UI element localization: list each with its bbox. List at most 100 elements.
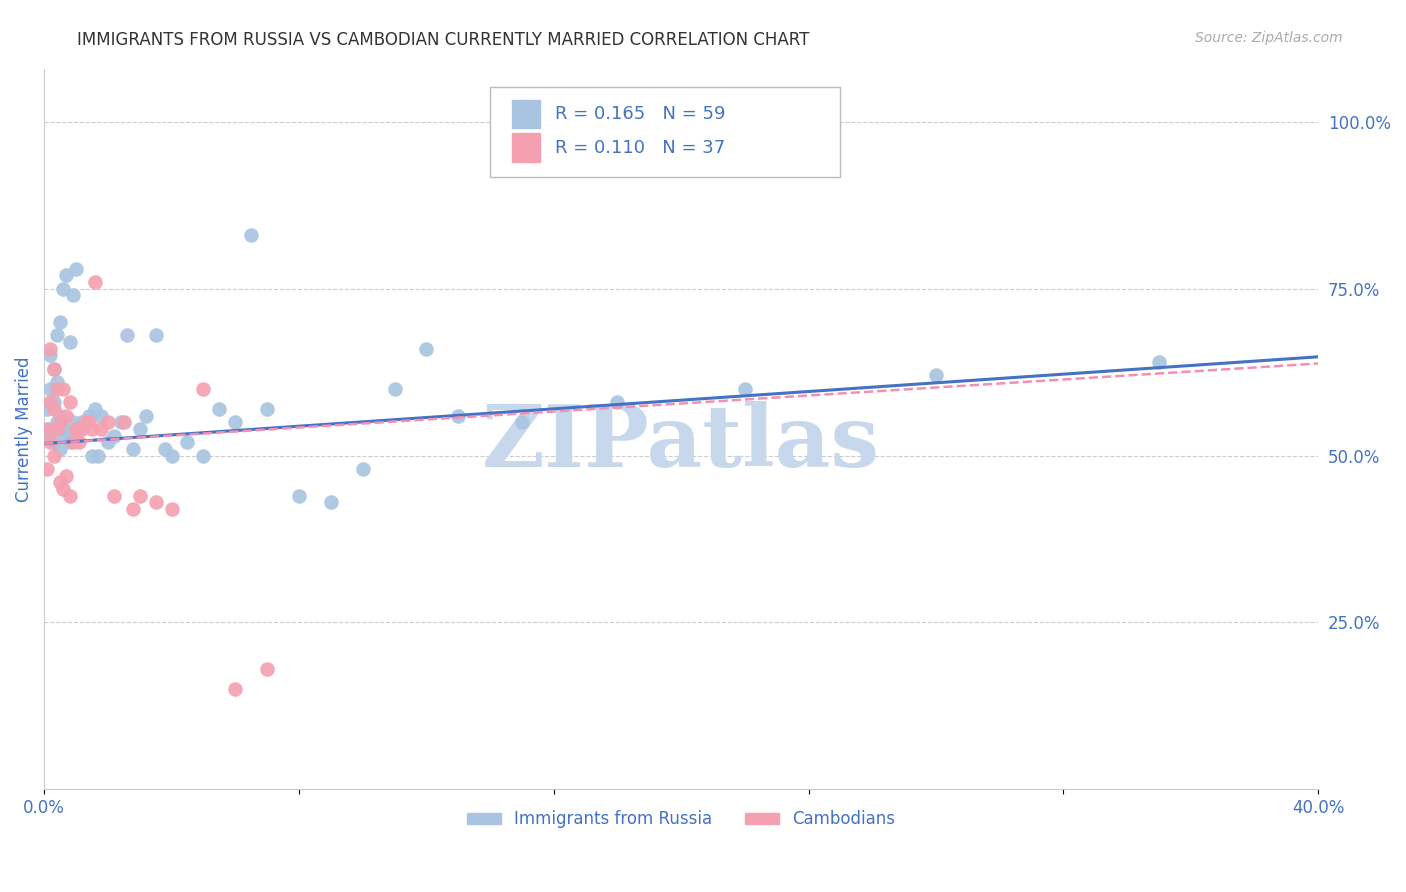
- Point: [84, 275, 107, 289]
- Point: [103, 428, 125, 442]
- Point: [122, 502, 145, 516]
- Point: [415, 342, 437, 356]
- Point: [734, 382, 756, 396]
- Point: [447, 409, 470, 423]
- FancyBboxPatch shape: [491, 87, 841, 177]
- Point: [128, 489, 150, 503]
- Point: [80, 422, 103, 436]
- Point: [67, 422, 90, 436]
- Point: [39, 435, 62, 450]
- Point: [240, 228, 263, 243]
- Point: [55, 268, 77, 283]
- Point: [45, 382, 67, 396]
- Point: [55, 468, 77, 483]
- Point: [52, 422, 75, 436]
- Point: [319, 495, 342, 509]
- Point: [39, 382, 62, 396]
- Text: R = 0.110   N = 37: R = 0.110 N = 37: [555, 139, 725, 157]
- Point: [384, 382, 406, 396]
- Point: [45, 328, 67, 343]
- Point: [193, 382, 215, 396]
- Point: [65, 422, 87, 436]
- Point: [65, 422, 87, 436]
- Point: [80, 449, 103, 463]
- Point: [224, 682, 246, 697]
- Text: ZIPatlas: ZIPatlas: [482, 401, 880, 485]
- Point: [256, 401, 278, 416]
- Point: [256, 662, 278, 676]
- FancyBboxPatch shape: [512, 134, 540, 162]
- Point: [103, 489, 125, 503]
- Point: [45, 415, 67, 429]
- Point: [42, 361, 65, 376]
- Point: [52, 482, 75, 496]
- Legend: Immigrants from Russia, Cambodians: Immigrants from Russia, Cambodians: [461, 804, 901, 835]
- Point: [39, 349, 62, 363]
- Point: [84, 401, 107, 416]
- Point: [49, 409, 72, 423]
- Text: R = 0.165   N = 59: R = 0.165 N = 59: [555, 105, 725, 123]
- Point: [52, 382, 75, 396]
- Point: [72, 415, 94, 429]
- Point: [39, 342, 62, 356]
- Point: [55, 428, 77, 442]
- Point: [37, 462, 59, 476]
- Point: [352, 462, 374, 476]
- Point: [90, 422, 112, 436]
- Point: [193, 449, 215, 463]
- Point: [90, 409, 112, 423]
- Point: [49, 415, 72, 429]
- Point: [97, 415, 120, 429]
- Point: [45, 422, 67, 436]
- Point: [62, 288, 84, 302]
- Point: [62, 415, 84, 429]
- Point: [160, 449, 183, 463]
- Text: IMMIGRANTS FROM RUSSIA VS CAMBODIAN CURRENTLY MARRIED CORRELATION CHART: IMMIGRANTS FROM RUSSIA VS CAMBODIAN CURR…: [77, 31, 810, 49]
- Point: [135, 409, 157, 423]
- Point: [62, 435, 84, 450]
- Point: [45, 375, 67, 389]
- Point: [224, 415, 246, 429]
- Point: [75, 415, 97, 429]
- Point: [42, 395, 65, 409]
- Point: [72, 422, 94, 436]
- Point: [58, 489, 80, 503]
- Point: [55, 409, 77, 423]
- Point: [75, 415, 97, 429]
- Point: [288, 489, 311, 503]
- Point: [110, 415, 132, 429]
- Point: [67, 435, 90, 450]
- Point: [87, 449, 110, 463]
- Point: [65, 261, 87, 276]
- Point: [115, 328, 138, 343]
- Point: [153, 442, 176, 456]
- Point: [606, 395, 628, 409]
- Point: [77, 409, 100, 423]
- Point: [58, 435, 80, 450]
- Point: [112, 415, 135, 429]
- Y-axis label: Currently Married: Currently Married: [15, 356, 32, 501]
- Point: [122, 442, 145, 456]
- Point: [925, 368, 948, 383]
- Point: [52, 282, 75, 296]
- Point: [208, 401, 231, 416]
- Point: [37, 422, 59, 436]
- Point: [1147, 355, 1170, 369]
- Point: [145, 495, 167, 509]
- Point: [42, 401, 65, 416]
- FancyBboxPatch shape: [512, 100, 540, 128]
- Point: [37, 401, 59, 416]
- Point: [97, 435, 120, 450]
- Point: [128, 422, 150, 436]
- Point: [176, 435, 198, 450]
- Point: [39, 395, 62, 409]
- Point: [58, 395, 80, 409]
- Point: [42, 449, 65, 463]
- Point: [49, 475, 72, 490]
- Text: Source: ZipAtlas.com: Source: ZipAtlas.com: [1195, 31, 1343, 45]
- Point: [77, 415, 100, 429]
- Point: [39, 422, 62, 436]
- Point: [42, 435, 65, 450]
- Point: [49, 315, 72, 329]
- Point: [49, 442, 72, 456]
